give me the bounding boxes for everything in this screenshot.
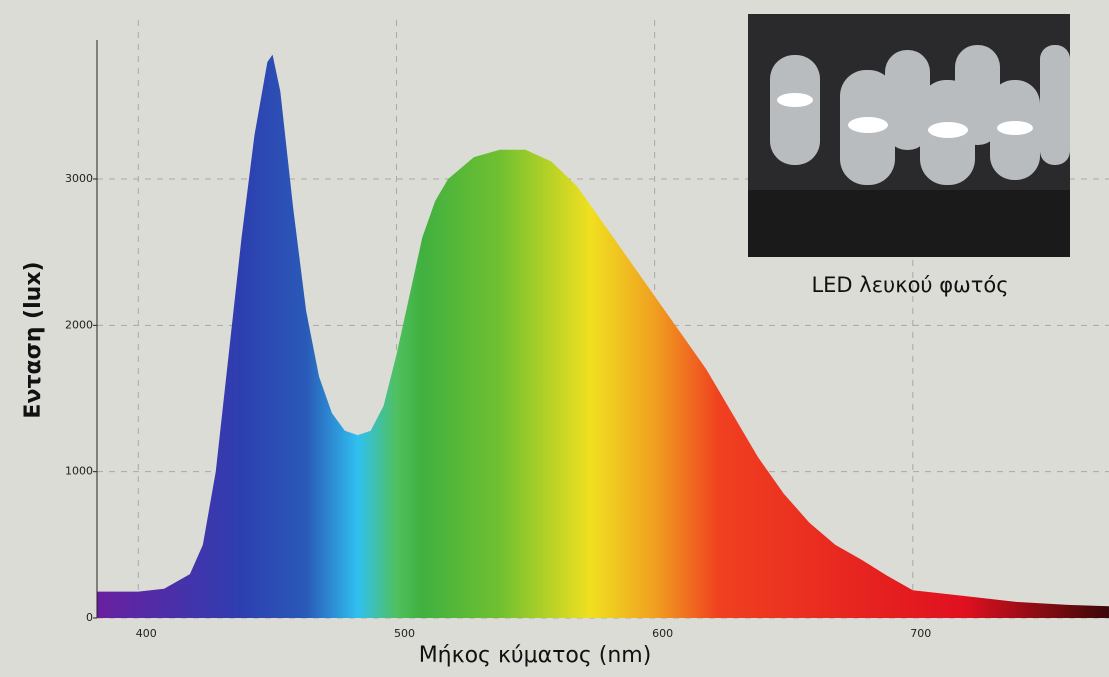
x-tick-label: 600: [652, 627, 673, 640]
plot: [97, 54, 1109, 618]
spectrum-area: [97, 54, 1109, 618]
x-axis-label: Μήκος κύματος (nm): [419, 643, 652, 668]
y-tick-label: 3000: [65, 172, 93, 185]
y-tick-label: 1000: [65, 465, 93, 478]
x-tick-label: 700: [910, 627, 931, 640]
y-tick-label: 2000: [65, 318, 93, 331]
inset-caption: LED λευκού φωτός: [811, 273, 1008, 297]
y-axis-label: Ενταση (lux): [21, 261, 46, 418]
x-tick-label: 400: [136, 627, 157, 640]
x-tick-label: 500: [394, 627, 415, 640]
y-tick-label: 0: [86, 611, 93, 624]
inset-photo: [748, 14, 1070, 257]
